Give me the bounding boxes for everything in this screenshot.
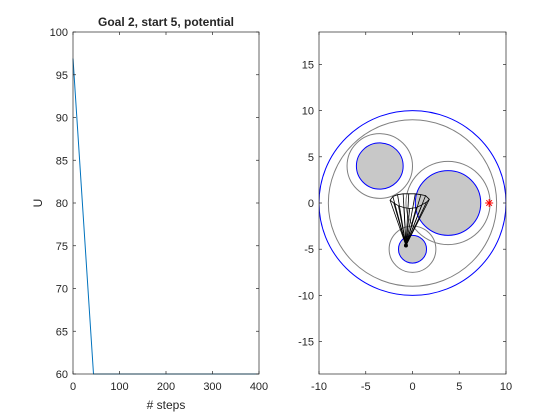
right-x-tick-label: 0 — [409, 381, 415, 393]
trajectory-segment — [405, 208, 411, 246]
obstacle-2 — [397, 234, 428, 264]
left-plot: 0 100 200 300 400 60 65 70 75 80 85 90 95 100 Goal 2,… — [31, 15, 268, 412]
right-plot: -10 -5 0 5 10 -15 -10 -5 0 5 10 15 — [298, 31, 512, 393]
right-x-tick-label: 5 — [456, 381, 462, 393]
right-x-tick-label: -10 — [311, 381, 327, 393]
left-y-tick-label: 85 — [56, 155, 68, 167]
left-y-axis-label: U — [31, 199, 45, 208]
right-y-tick-label: 0 — [308, 198, 314, 210]
left-y-tick-label: 100 — [50, 27, 68, 39]
right-y-tick-label: 10 — [302, 106, 314, 118]
goal-marker-stroke — [485, 199, 493, 207]
left-x-tick-label: 0 — [70, 381, 76, 393]
right-plot-content — [319, 110, 506, 296]
left-x-tick-label: 200 — [157, 381, 175, 393]
trajectory-segment — [398, 205, 407, 246]
obstacle-influence-circle-2 — [388, 225, 437, 273]
left-y-tick-label: 60 — [56, 369, 68, 381]
left-y-tick-label: 75 — [56, 241, 68, 253]
boundary-circle — [319, 110, 506, 296]
right-x-tick-label: 10 — [500, 381, 512, 393]
left-y-tick-label: 70 — [56, 284, 68, 296]
trajectory-outline — [389, 193, 430, 209]
left-y-tick-label: 80 — [56, 198, 68, 210]
trajectory-segment — [403, 207, 407, 246]
left-plot-content — [72, 58, 259, 375]
obstacle-1 — [414, 170, 482, 236]
trajectory-segment — [389, 200, 407, 246]
obstacle-influence-circle-0 — [346, 133, 413, 199]
left-axes-frame — [72, 31, 260, 375]
left-ticks: 0 100 200 300 400 60 65 70 75 80 85 90 95 100 — [50, 27, 269, 393]
left-x-tick-label: 100 — [110, 381, 128, 393]
right-y-tick-label: -10 — [298, 290, 314, 302]
trajectory-segment — [405, 201, 427, 246]
right-x-tick-label: -5 — [361, 381, 371, 393]
left-chart-title: Goal 2, start 5, potential — [98, 15, 234, 29]
trajectory-segment — [393, 202, 407, 246]
trajectory-segment — [405, 207, 417, 246]
trajectory-segment — [405, 204, 423, 246]
right-y-tick-label: -15 — [298, 337, 314, 349]
trajectory-point — [403, 243, 408, 248]
right-y-tick-label: 15 — [302, 59, 314, 71]
outer-influence-circle — [327, 119, 498, 287]
trajectory-segment — [405, 193, 416, 246]
left-y-tick-label: 90 — [56, 113, 68, 125]
left-x-tick-label: 300 — [203, 381, 221, 393]
left-y-tick-label: 95 — [56, 70, 68, 82]
right-ticks: -10 -5 0 5 10 -15 -10 -5 0 5 10 15 — [298, 32, 512, 393]
trajectory-segment — [405, 193, 410, 246]
left-y-tick-label: 65 — [56, 326, 68, 338]
left-x-tick-label: 400 — [250, 381, 268, 393]
right-y-tick-label: -5 — [304, 244, 314, 256]
series-line-0 — [72, 58, 259, 375]
obstacle-0 — [355, 142, 404, 190]
left-x-axis-label: # steps — [147, 398, 186, 412]
right-y-tick-label: 5 — [308, 152, 314, 164]
goal-marker — [485, 199, 494, 207]
